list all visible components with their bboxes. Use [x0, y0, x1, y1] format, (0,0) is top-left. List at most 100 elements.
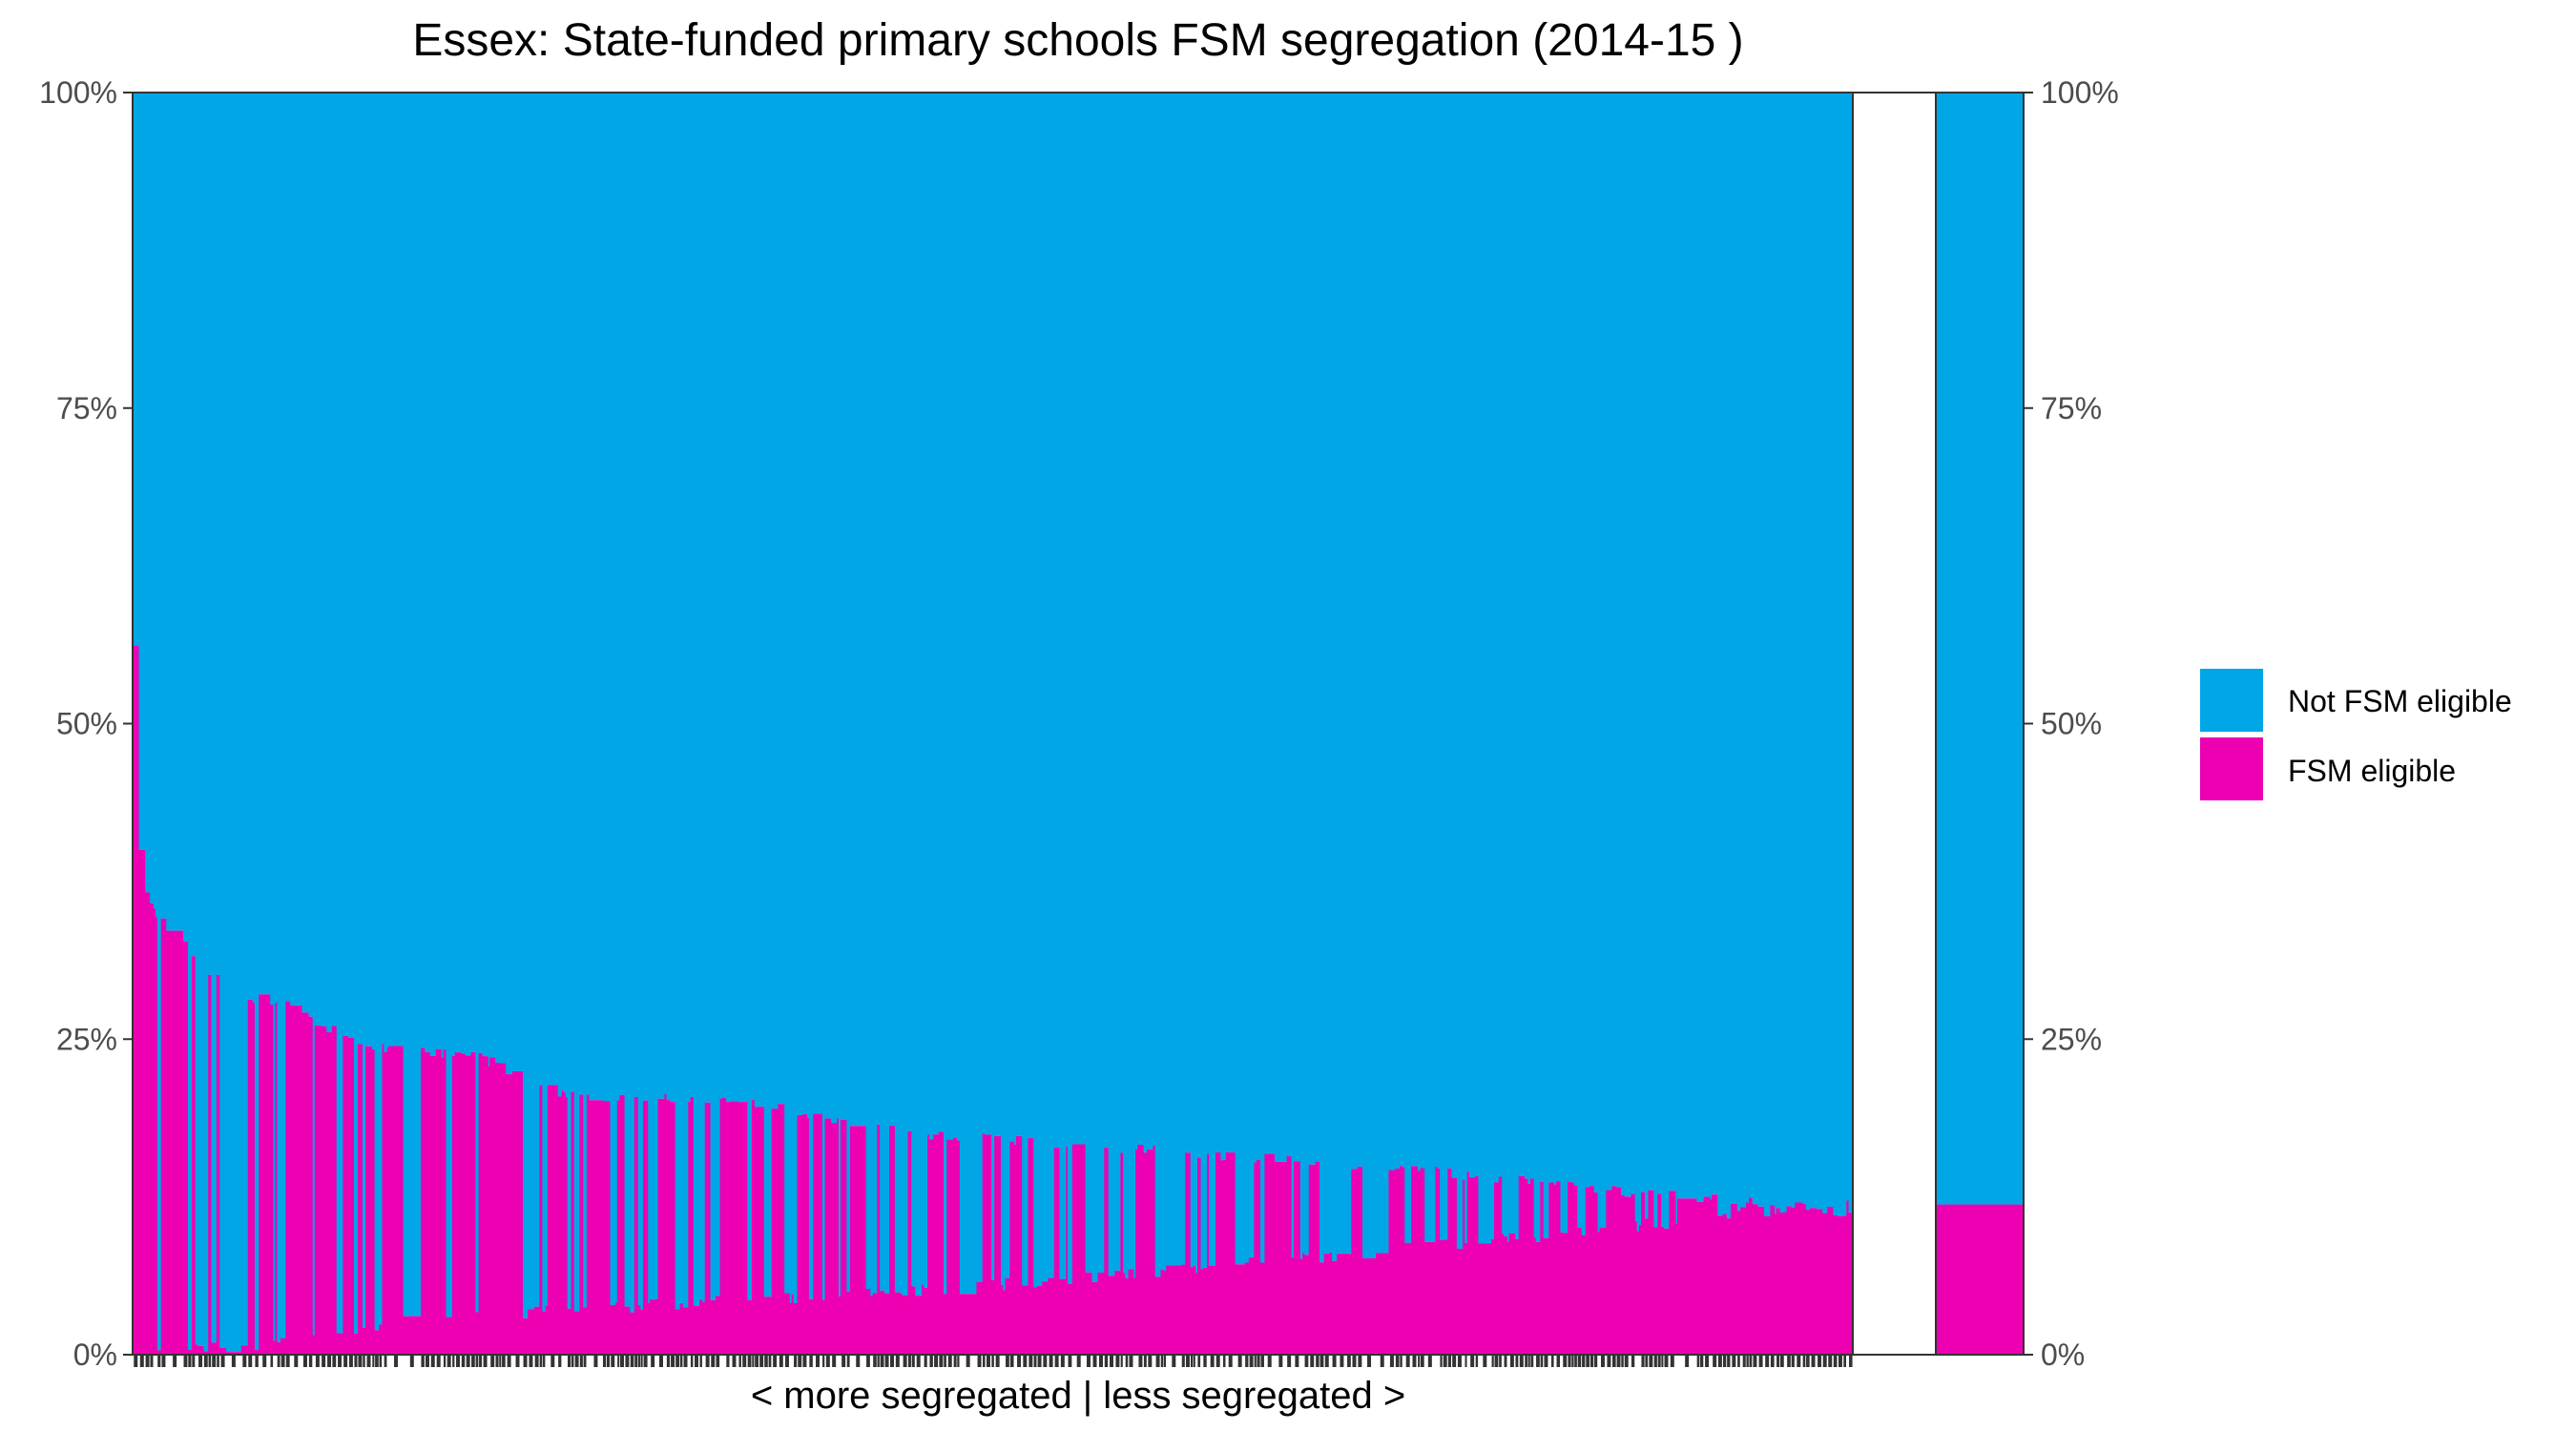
school-bar-not-fsm	[911, 93, 916, 1287]
school-bar-not-fsm	[907, 93, 912, 1131]
school-bar-not-fsm	[840, 93, 847, 1120]
school-bar	[837, 93, 840, 1355]
school-bar	[1059, 93, 1067, 1355]
school-bar-fsm	[797, 1114, 803, 1355]
school-bar-not-fsm	[943, 93, 947, 1295]
school-bar	[880, 93, 885, 1355]
chart-title: Essex: State-funded primary schools FSM …	[412, 15, 1743, 66]
school-bar-not-fsm	[821, 93, 826, 1300]
school-bar-not-fsm	[1504, 93, 1508, 1237]
school-bar	[1299, 93, 1303, 1355]
school-bar	[470, 93, 476, 1355]
school-bar	[1014, 93, 1017, 1355]
school-bar	[1791, 93, 1796, 1355]
school-bar	[1776, 93, 1781, 1355]
school-bar-not-fsm	[1550, 93, 1555, 1183]
school-bar-not-fsm	[1254, 93, 1257, 1163]
school-bar	[1645, 93, 1650, 1355]
school-bar-fsm	[1137, 1144, 1145, 1355]
school-bar-fsm	[839, 1296, 841, 1355]
school-bar	[1066, 93, 1069, 1355]
school-bar-fsm	[403, 1316, 422, 1355]
school-bar-not-fsm	[386, 93, 390, 1047]
school-bar-fsm	[1068, 1283, 1073, 1355]
school-bar-fsm	[1848, 1213, 1854, 1355]
school-bar-not-fsm	[953, 93, 958, 1138]
school-bar-not-fsm	[747, 93, 753, 1300]
school-bar-not-fsm	[314, 93, 322, 1026]
school-bar-not-fsm	[902, 93, 909, 1296]
school-bar-not-fsm	[1003, 93, 1007, 1291]
school-bar	[994, 93, 1002, 1355]
school-bar	[738, 93, 742, 1355]
school-bar	[801, 93, 808, 1355]
school-bar-not-fsm	[1015, 93, 1023, 1136]
school-bar	[985, 93, 992, 1355]
school-bar-fsm	[495, 1062, 500, 1355]
school-bar	[1599, 93, 1607, 1355]
school-bar-not-fsm	[1570, 93, 1575, 1183]
school-bar	[1712, 93, 1718, 1355]
school-bar-fsm	[1585, 1187, 1591, 1355]
school-bar	[1827, 93, 1834, 1355]
school-bar	[425, 93, 431, 1355]
school-bar	[1757, 93, 1765, 1355]
school-bar-fsm	[1028, 1138, 1034, 1355]
school-bar	[1641, 93, 1646, 1355]
school-bar-fsm	[924, 1287, 928, 1355]
school-bar	[1631, 93, 1636, 1355]
school-bar-fsm	[252, 1002, 256, 1355]
school-bar	[751, 93, 756, 1355]
school-bar-fsm	[1827, 1206, 1834, 1355]
school-bar	[1085, 93, 1093, 1355]
school-bar	[1629, 93, 1632, 1355]
school-bar	[336, 93, 343, 1355]
school-bar	[357, 93, 364, 1355]
school-bar-not-fsm	[1137, 93, 1145, 1145]
school-bar-fsm	[1675, 1223, 1678, 1355]
school-bar-not-fsm	[1424, 93, 1437, 1242]
school-bar-not-fsm	[1524, 93, 1528, 1179]
school-bar-fsm	[630, 1312, 635, 1355]
school-bar-fsm	[650, 1299, 656, 1355]
school-bar	[1400, 93, 1403, 1355]
school-bar	[1638, 93, 1642, 1355]
school-bar	[682, 93, 689, 1355]
school-bar-not-fsm	[563, 93, 567, 1093]
school-bar-not-fsm	[1071, 93, 1087, 1145]
school-bar-fsm	[482, 1056, 489, 1355]
school-bar-not-fsm	[1822, 93, 1828, 1213]
school-bar-not-fsm	[326, 93, 333, 1033]
school-bar-fsm	[1195, 1273, 1198, 1355]
school-bar-fsm	[1331, 1260, 1338, 1355]
school-bar-fsm	[571, 1091, 575, 1355]
school-bar-not-fsm	[615, 93, 618, 1303]
school-bar-fsm	[1597, 1232, 1601, 1355]
school-bar-fsm	[1225, 1151, 1236, 1355]
school-bar-fsm	[747, 1299, 753, 1355]
school-bar-fsm	[1589, 1186, 1595, 1355]
school-bar-fsm	[1248, 1257, 1256, 1355]
school-bar	[1181, 93, 1186, 1355]
school-bar-fsm	[1125, 1277, 1130, 1355]
school-bar-fsm	[1244, 1262, 1250, 1355]
school-bar-not-fsm	[1202, 93, 1208, 1268]
school-bar-fsm	[465, 1055, 472, 1355]
school-bar-not-fsm	[1108, 93, 1115, 1276]
school-bar-fsm	[216, 974, 220, 1355]
school-bar	[388, 93, 405, 1355]
school-bar	[849, 93, 867, 1355]
school-bar	[690, 93, 695, 1355]
school-bar	[1435, 93, 1439, 1355]
school-bar-not-fsm	[216, 93, 220, 975]
school-bar-fsm	[1530, 1178, 1535, 1355]
school-bar	[219, 93, 227, 1355]
school-bar	[1699, 93, 1705, 1355]
school-bar-fsm	[1042, 1281, 1049, 1355]
school-bar-not-fsm	[719, 93, 723, 1099]
school-bar-not-fsm	[1593, 93, 1599, 1193]
school-bar-fsm	[771, 1109, 779, 1355]
school-bar-not-fsm	[933, 93, 940, 1135]
school-bar-not-fsm	[791, 93, 795, 1295]
